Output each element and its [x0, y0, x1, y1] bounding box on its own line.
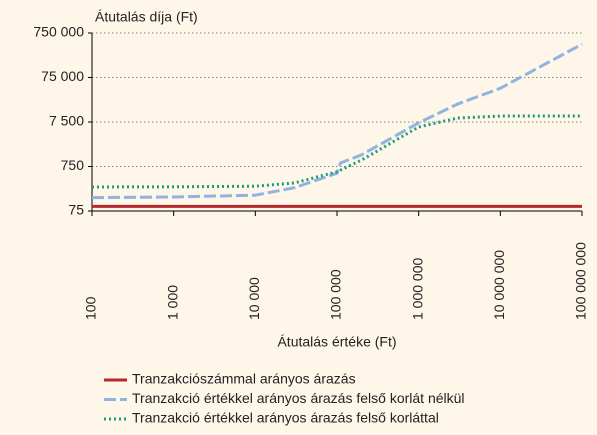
x-tick-label: 100	[83, 296, 99, 320]
y-tick-label: 7 500	[49, 113, 84, 129]
x-tick-label: 100 000 000	[573, 242, 589, 320]
x-tick-label: 1 000	[164, 285, 180, 320]
legend-label: Tranzakció értékkel arányos árazás felső…	[132, 410, 439, 426]
x-tick-label: 10 000	[246, 277, 262, 320]
y-tick-label: 750	[61, 157, 85, 173]
series-line	[91, 114, 582, 189]
series-line	[91, 42, 583, 200]
y-tick-label: 750 000	[33, 24, 84, 40]
x-axis-label: Átutalás értéke (Ft)	[277, 334, 396, 350]
x-tick-label: 1 000 000	[409, 258, 425, 320]
legend-label: Tranzakciószámmal arányos árazás	[132, 371, 356, 387]
legend-label: Tranzakció értékkel arányos árazás felső…	[132, 390, 465, 406]
x-tick-label: 10 000 000	[491, 250, 507, 320]
x-tick-label: 100 000	[328, 269, 344, 320]
y-tick-label: 75 000	[41, 68, 84, 84]
y-axis-label: Átutalás díja (Ft)	[95, 9, 198, 25]
y-tick-label: 75	[68, 202, 84, 218]
